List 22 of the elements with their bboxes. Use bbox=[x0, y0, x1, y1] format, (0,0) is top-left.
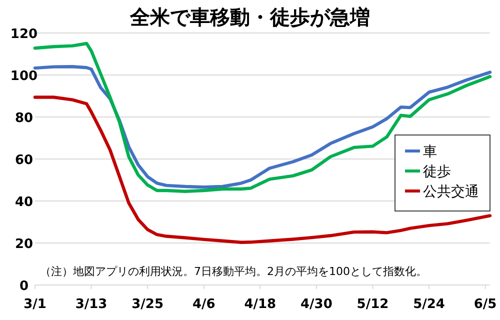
legend-label: 徒歩 bbox=[423, 164, 451, 180]
y-tick-label: 40 bbox=[14, 195, 34, 210]
legend-label: 車 bbox=[423, 144, 437, 160]
y-tick-label: 0 bbox=[19, 279, 29, 294]
y-tick-label: 80 bbox=[14, 111, 34, 126]
y-tick-label: 20 bbox=[14, 237, 34, 252]
y-tick-label: 100 bbox=[10, 69, 38, 84]
x-tick-label: 5/24 bbox=[413, 297, 445, 312]
y-tick-label: 60 bbox=[14, 153, 34, 168]
line-series bbox=[33, 96, 492, 244]
x-tick-label: 3/1 bbox=[24, 297, 46, 312]
annotation: （注）地図アプリの利用状況。7日移動平均。2月の平均を100として指数化。 bbox=[40, 265, 427, 278]
legend-label: 公共交通 bbox=[423, 184, 479, 200]
chart-title: 全米で車移動・徒歩が急増 bbox=[129, 5, 370, 29]
x-tick-label: 6/5 bbox=[474, 297, 497, 312]
x-tick-label: 4/6 bbox=[192, 297, 216, 312]
x-tick-label: 3/13 bbox=[75, 297, 108, 312]
x-tick-label: 3/25 bbox=[132, 297, 164, 312]
x-tick-label: 4/18 bbox=[244, 297, 276, 312]
x-tick-label: 5/12 bbox=[356, 297, 389, 312]
x-tick-label: 4/30 bbox=[300, 297, 332, 312]
y-tick-label: 120 bbox=[10, 27, 38, 42]
